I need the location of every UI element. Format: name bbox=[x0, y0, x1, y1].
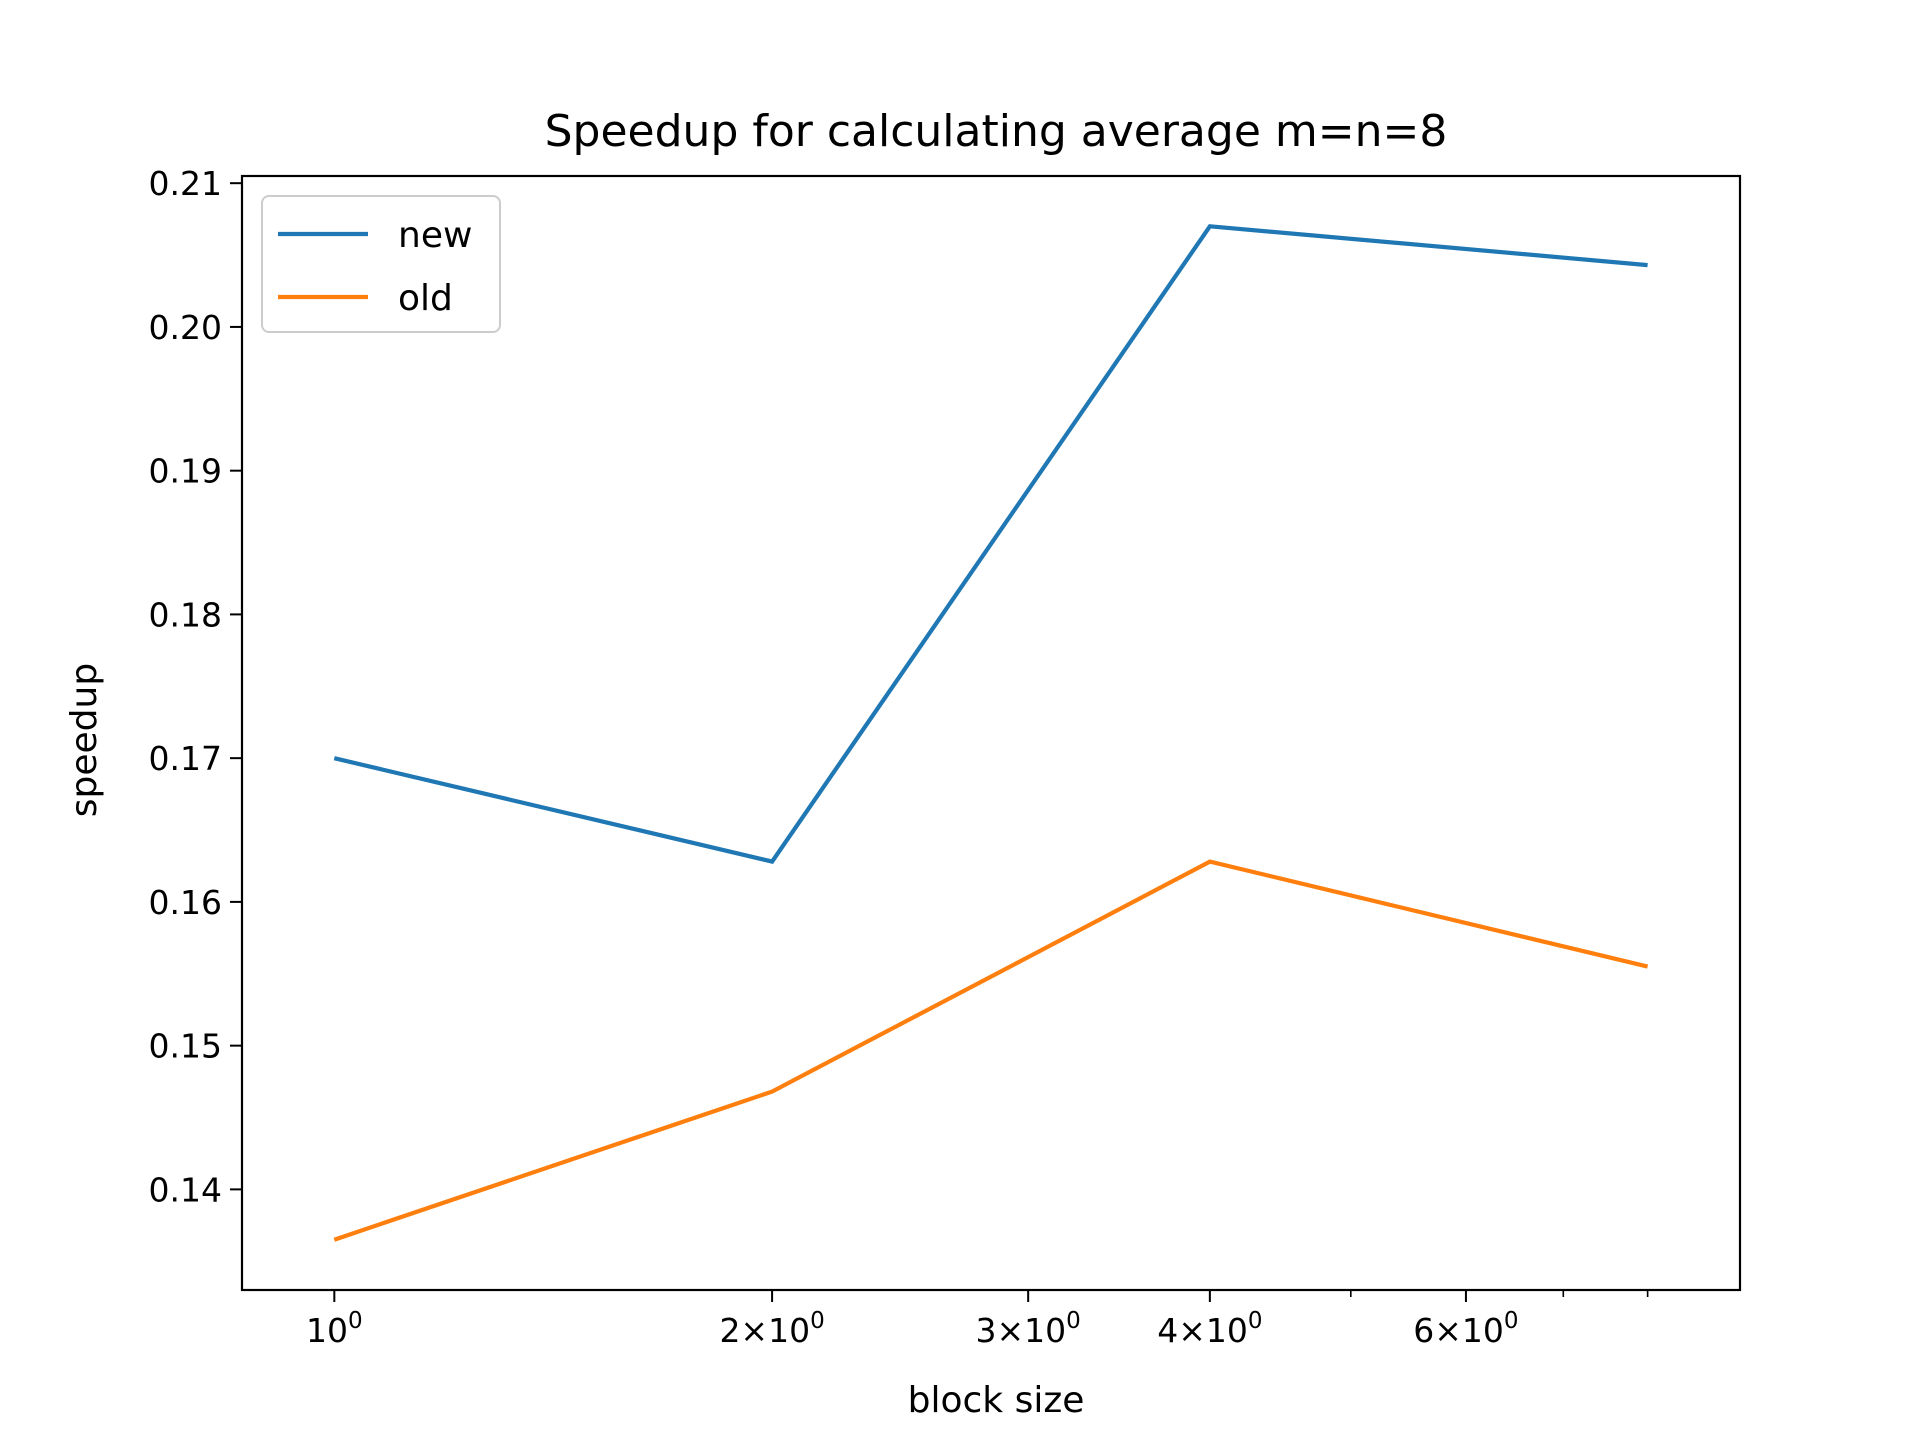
x-axis: 100 2×100 3×100 4×100 6×100 bbox=[306, 1290, 1649, 1350]
y-tick-label: 0.19 bbox=[149, 452, 222, 491]
x-tick-label: 6×100 bbox=[1413, 1308, 1518, 1350]
x-tick-label: 3×100 bbox=[976, 1308, 1081, 1350]
legend-label-new: new bbox=[398, 215, 472, 256]
y-axis-label: speedup bbox=[64, 663, 105, 817]
chart-title: Speedup for calculating average m=n=8 bbox=[545, 106, 1448, 157]
x-axis-label: block size bbox=[908, 1380, 1085, 1421]
x-tick-label: 100 bbox=[306, 1308, 363, 1350]
y-tick-label: 0.15 bbox=[149, 1027, 222, 1066]
legend-label-old: old bbox=[398, 278, 453, 319]
series-group bbox=[333, 224, 1649, 1242]
series-line-new bbox=[333, 224, 1648, 864]
y-tick-label: 0.16 bbox=[149, 883, 222, 922]
y-tick-label: 0.14 bbox=[149, 1170, 222, 1209]
y-tick-label: 0.18 bbox=[149, 595, 222, 634]
axes-frame bbox=[240, 174, 1742, 1292]
y-axis: 0.14 0.15 0.16 0.17 0.18 0.19 0.20 0.21 bbox=[149, 164, 242, 1209]
y-tick-label: 0.21 bbox=[149, 164, 222, 203]
x-tick-label: 4×100 bbox=[1157, 1308, 1262, 1350]
legend: new old bbox=[261, 195, 501, 333]
y-tick-label: 0.17 bbox=[149, 739, 222, 778]
y-tick-label: 0.20 bbox=[149, 308, 222, 347]
plot-area: 0.14 0.15 0.16 0.17 0.18 0.19 0.20 0.21 100 2×10… bbox=[149, 164, 1742, 1350]
series-line-old bbox=[333, 859, 1649, 1242]
x-tick-label: 2×100 bbox=[719, 1308, 824, 1350]
